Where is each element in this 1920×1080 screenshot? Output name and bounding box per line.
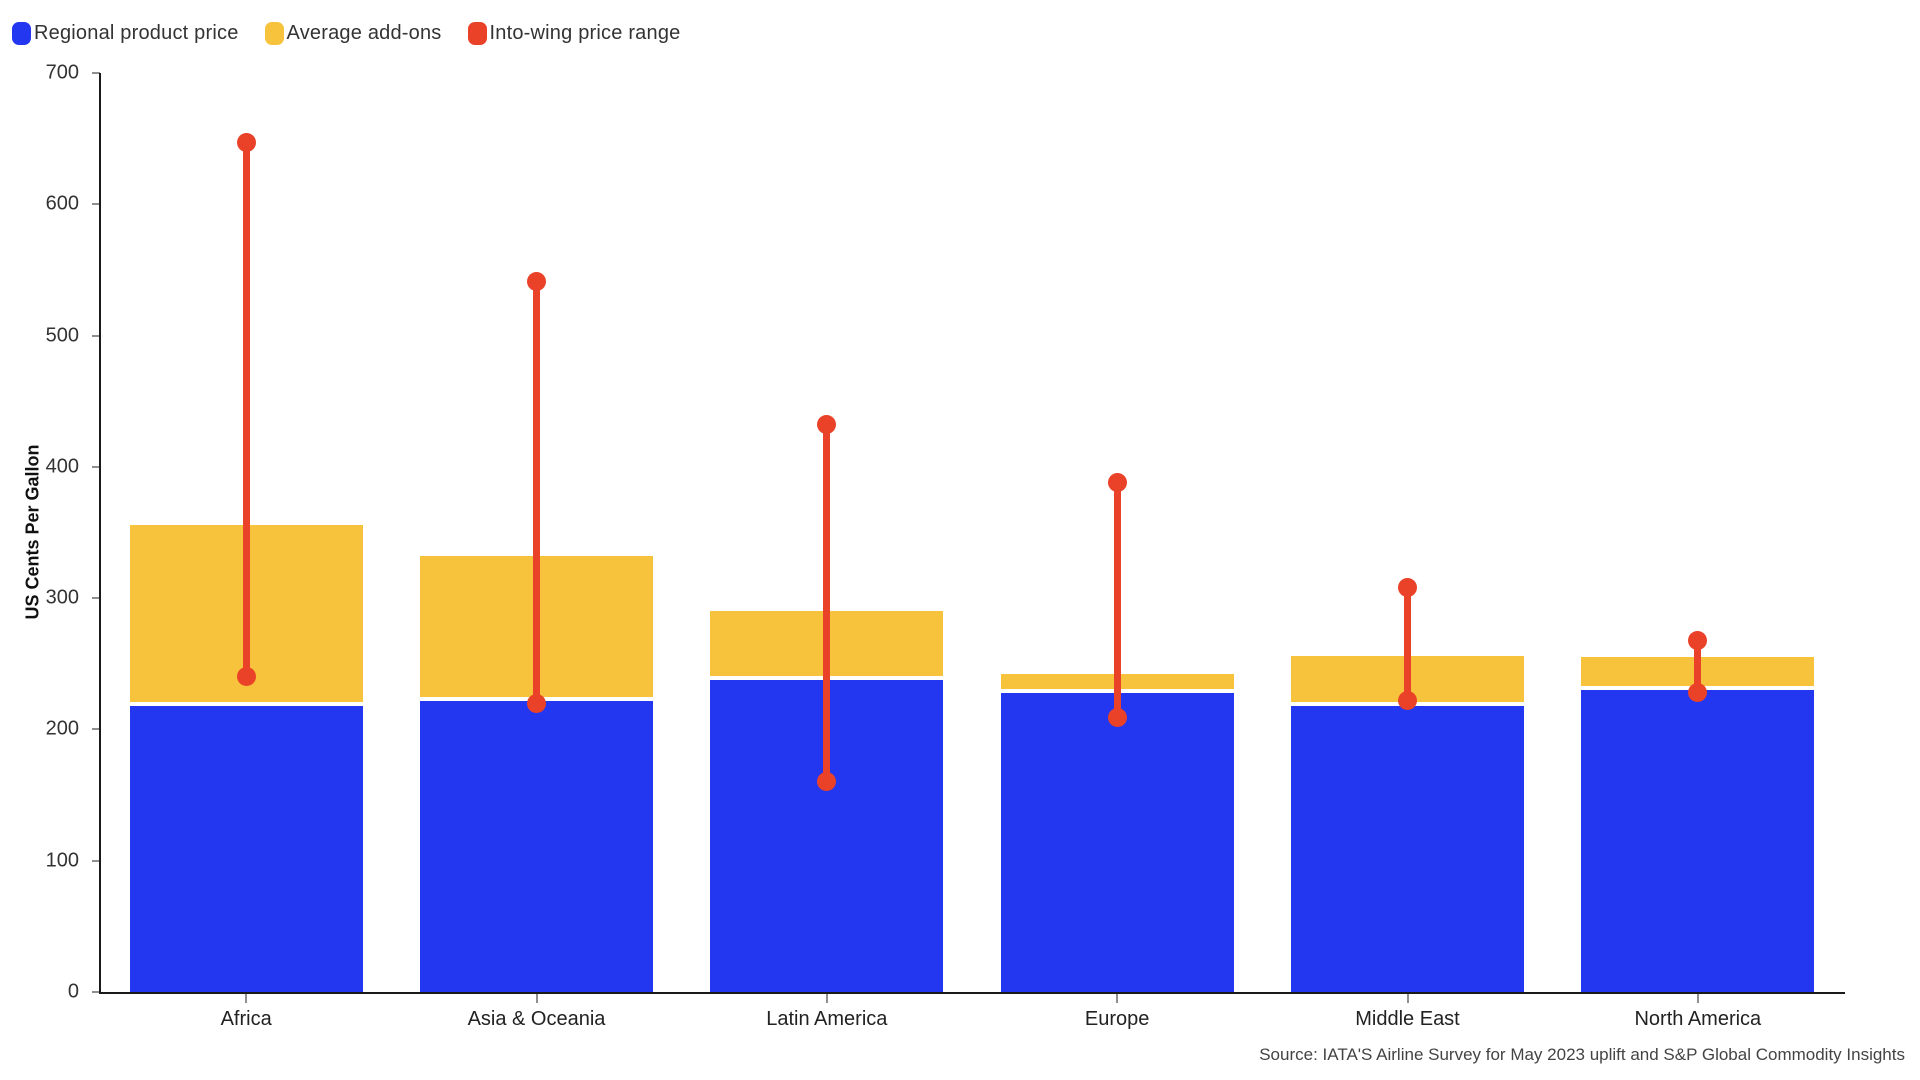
y-tick-mark-500 xyxy=(92,334,100,337)
range-dot-low-north-america[interactable] xyxy=(1688,683,1708,703)
y-tick-label-700: 700 xyxy=(45,61,79,84)
y-tick-label-100: 100 xyxy=(45,849,79,872)
x-tick-mark-africa xyxy=(245,994,248,1003)
legend-item-regional-product-price[interactable]: Regional product price xyxy=(12,22,239,45)
y-tick-label-0: 0 xyxy=(67,980,79,1003)
x-axis-label-middle-east: Middle East xyxy=(1355,1008,1460,1030)
range-dot-low-asia-oceania[interactable] xyxy=(527,693,546,713)
x-tick-mark-north-america xyxy=(1696,994,1699,1003)
range-line-middle-east[interactable] xyxy=(1404,587,1411,701)
y-tick-mark-700 xyxy=(92,72,100,74)
source-note: Source: IATA'S Airline Survey for May 20… xyxy=(1259,1045,1905,1064)
range-line-africa[interactable] xyxy=(242,142,250,677)
y-tick-label-200: 200 xyxy=(45,717,79,740)
y-tick-label-600: 600 xyxy=(45,192,79,215)
x-tick-mark-europe xyxy=(1116,994,1119,1003)
legend-label: Average add-ons xyxy=(286,22,442,44)
legend-item-average-add-ons[interactable]: Average add-ons xyxy=(264,22,442,45)
range-dot-high-africa[interactable] xyxy=(236,133,256,153)
y-tick-mark-100 xyxy=(92,859,100,862)
x-tick-mark-middle-east xyxy=(1406,994,1409,1003)
x-axis-label-europe: Europe xyxy=(1084,1008,1150,1030)
y-tick-mark-300 xyxy=(92,597,100,600)
range-dot-low-europe[interactable] xyxy=(1107,708,1127,728)
x-axis-label-asia-oceania: Asia & Oceania xyxy=(467,1008,606,1030)
range-dot-high-europe[interactable] xyxy=(1107,473,1127,493)
range-line-north-america[interactable] xyxy=(1694,640,1702,693)
bar-africa-regional-product-price[interactable] xyxy=(129,705,363,992)
y-tick-label-300: 300 xyxy=(45,586,79,609)
y-tick-mark-0 xyxy=(92,991,100,993)
range-dot-low-latin-america[interactable] xyxy=(817,772,837,792)
y-axis-line xyxy=(99,73,101,994)
range-dot-high-middle-east[interactable] xyxy=(1398,578,1417,598)
legend-label: Into-wing price range xyxy=(489,22,681,44)
range-line-asia-oceania[interactable] xyxy=(533,281,540,704)
bar-middle-east-regional-product-price[interactable] xyxy=(1291,705,1524,992)
range-dot-low-middle-east[interactable] xyxy=(1398,691,1417,711)
range-line-latin-america[interactable] xyxy=(823,424,831,782)
legend-swatch-into-wing-price-range xyxy=(467,22,487,45)
y-tick-label-500: 500 xyxy=(45,324,79,347)
bar-north-america-regional-product-price[interactable] xyxy=(1581,690,1815,992)
x-axis-label-latin-america: Latin America xyxy=(766,1008,888,1030)
y-tick-mark-600 xyxy=(92,203,100,206)
bar-asia-oceania-regional-product-price[interactable] xyxy=(420,700,653,992)
range-dot-high-asia-oceania[interactable] xyxy=(527,272,546,292)
legend-swatch-regional-product-price xyxy=(12,22,31,45)
y-tick-mark-200 xyxy=(92,728,100,731)
x-tick-mark-asia-oceania xyxy=(535,994,538,1003)
range-dot-low-africa[interactable] xyxy=(236,667,256,687)
x-tick-mark-latin-america xyxy=(825,994,828,1003)
range-dot-high-north-america[interactable] xyxy=(1688,630,1708,650)
range-line-europe[interactable] xyxy=(1113,482,1121,718)
legend-swatch-average-add-ons xyxy=(264,22,284,45)
legend-label: Regional product price xyxy=(34,22,239,44)
range-dot-high-latin-america[interactable] xyxy=(817,415,837,435)
x-axis-line xyxy=(99,992,1845,994)
y-tick-label-400: 400 xyxy=(45,455,79,478)
bar-europe-regional-product-price[interactable] xyxy=(1000,692,1234,992)
legend-item-into-wing-price-range[interactable]: Into-wing price range xyxy=(467,22,681,45)
x-axis-label-africa: Africa xyxy=(220,1008,272,1030)
chart-legend: Regional product price Average add-ons Int… xyxy=(12,22,680,45)
x-axis-label-north-america: North America xyxy=(1634,1008,1762,1030)
y-tick-mark-400 xyxy=(92,465,100,468)
